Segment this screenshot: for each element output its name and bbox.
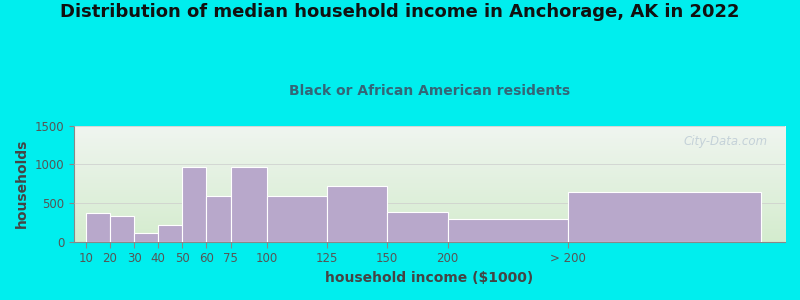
Bar — [447, 219, 568, 242]
Bar — [387, 212, 447, 242]
Text: City-Data.com: City-Data.com — [683, 135, 767, 148]
Bar — [110, 216, 134, 242]
X-axis label: household income ($1000): household income ($1000) — [326, 271, 534, 285]
Y-axis label: households: households — [15, 139, 29, 229]
Text: Distribution of median household income in Anchorage, AK in 2022: Distribution of median household income … — [60, 3, 740, 21]
Bar — [327, 186, 387, 242]
Bar — [266, 196, 327, 242]
Title: Black or African American residents: Black or African American residents — [289, 84, 570, 98]
Bar — [182, 167, 206, 242]
Bar — [86, 213, 110, 242]
Bar — [230, 167, 266, 242]
Bar — [568, 192, 761, 242]
Bar — [134, 233, 158, 242]
Bar — [206, 196, 230, 242]
Bar — [158, 225, 182, 242]
